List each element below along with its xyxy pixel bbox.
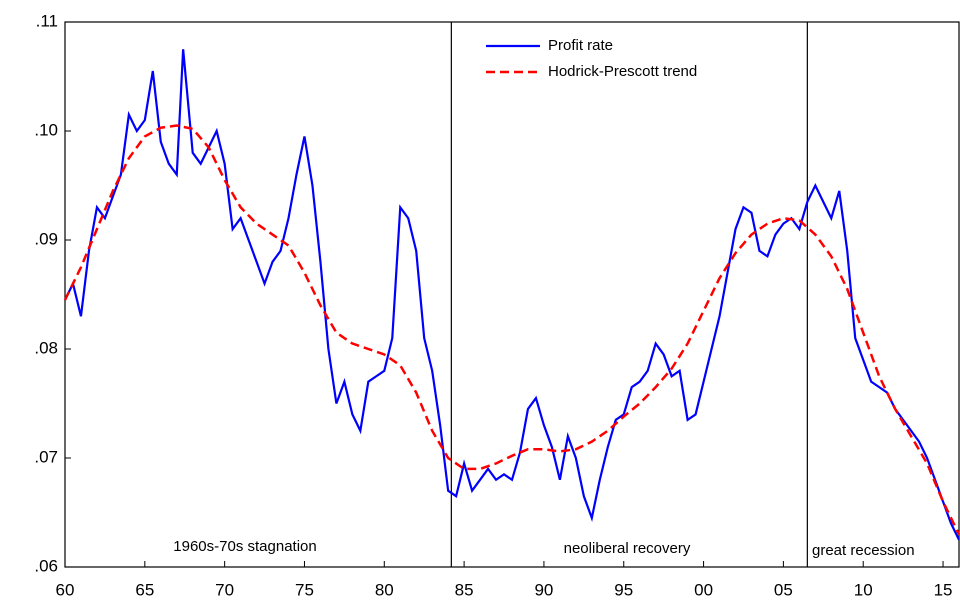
x-tick-label: 65 [135,580,154,599]
legend-label: Profit rate [548,37,613,54]
y-tick-label: .07 [34,447,58,466]
y-tick-label: .10 [34,120,58,139]
x-tick-label: 15 [934,580,953,599]
y-tick-label: .09 [34,229,58,248]
y-tick-label: .11 [36,11,58,30]
x-tick-label: 00 [694,580,713,599]
legend-label: Hodrick-Prescott trend [548,63,697,80]
annotation: great recession [812,542,915,559]
plot-frame [64,21,960,568]
series-line [64,49,960,541]
x-tick-label: 90 [534,580,553,599]
x-tick-label: 70 [215,580,234,599]
y-tick-label: .08 [34,338,58,357]
series-line [63,124,960,535]
x-tick-label: 10 [854,580,873,599]
x-tick-label: 05 [774,580,793,599]
y-tick-label: .06 [34,556,58,575]
x-tick-label: 80 [375,580,394,599]
annotation: 1960s-70s stagnation [173,538,316,555]
x-tick-label: 85 [455,580,474,599]
x-tick-label: 60 [56,580,75,599]
x-tick-label: 75 [295,580,314,599]
annotation: neoliberal recovery [564,540,691,557]
x-tick-label: 95 [614,580,633,599]
